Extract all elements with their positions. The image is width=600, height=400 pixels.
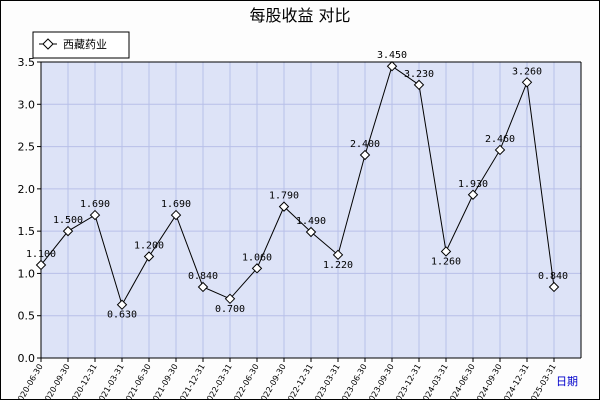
data-label: 2.460 — [485, 134, 515, 145]
x-tick-label: 2024-03-31 — [419, 363, 450, 400]
x-tick-label: 2025-03-31 — [527, 363, 558, 400]
data-label: 2.400 — [350, 139, 380, 150]
legend-marker-icon — [42, 38, 54, 50]
x-tick-label: 2024-12-31 — [500, 363, 531, 400]
data-point-marker — [494, 144, 506, 156]
x-tick-label: 2021-09-30 — [149, 363, 180, 400]
data-label: 3.450 — [377, 50, 407, 61]
x-tick-label: 2020-09-30 — [41, 363, 72, 400]
data-point-marker — [359, 149, 371, 161]
data-point-marker — [386, 61, 398, 72]
x-tick-label: 2022-06-30 — [230, 363, 261, 400]
data-point-marker — [170, 209, 182, 221]
y-tick-label: 3.0 — [18, 98, 36, 111]
legend: 西藏药业 — [32, 31, 130, 59]
x-axis-label: 日期 — [556, 375, 578, 388]
data-label: 3.230 — [404, 69, 434, 80]
x-tick-label: 2023-06-30 — [338, 363, 369, 400]
data-point-marker — [143, 251, 155, 262]
series-line — [40, 65, 555, 306]
data-label: 1.200 — [134, 241, 164, 252]
data-point-marker — [251, 263, 263, 274]
data-label: 1.930 — [458, 179, 488, 190]
data-label: 1.060 — [242, 252, 272, 263]
y-tick-label: 1.5 — [18, 225, 36, 238]
data-point-marker — [332, 249, 344, 261]
data-point-marker — [116, 299, 128, 310]
data-label: 1.260 — [431, 256, 461, 267]
data-labels: 1.100 1.500 1.690 0.630 1.200 1.690 0.840 0.700… — [26, 50, 568, 320]
y-tick-label: 2.5 — [18, 141, 36, 154]
data-label: 0.840 — [188, 271, 218, 282]
data-point-marker — [224, 293, 236, 305]
data-label: 0.840 — [538, 271, 568, 282]
y-tick-label: 3.5 — [18, 56, 36, 69]
data-point-marker — [35, 259, 47, 271]
series-layer — [35, 61, 560, 310]
x-tick-label: 2022-09-30 — [257, 363, 288, 400]
data-label: 1.490 — [296, 216, 326, 227]
x-tick-label: 2023-12-31 — [392, 363, 423, 400]
chart-title: 每股收益 对比 — [249, 6, 350, 25]
data-point-marker — [440, 246, 452, 257]
x-tick-label: 2024-09-30 — [473, 363, 504, 400]
y-tick-label: 0.5 — [18, 310, 36, 323]
x-tick-label: 2020-12-31 — [68, 363, 99, 400]
data-point-marker — [305, 226, 317, 238]
grid-lines — [41, 61, 581, 358]
data-label: 3.260 — [512, 66, 542, 77]
y-tick-label: 0.0 — [18, 352, 36, 365]
data-point-marker — [89, 209, 101, 221]
x-tick-label: 2021-12-31 — [176, 363, 207, 400]
data-point-marker — [62, 225, 74, 237]
data-point-marker — [197, 281, 209, 293]
data-label: 1.790 — [269, 191, 299, 202]
data-point-marker — [548, 281, 560, 293]
data-label: 1.500 — [53, 215, 83, 226]
y-axis-ticks: 0.0 0.5 1.0 1.5 2.0 2.5 3.0 3.5 — [18, 56, 41, 365]
data-label: 1.690 — [80, 199, 110, 210]
data-label: 0.700 — [215, 304, 245, 315]
x-tick-label: 2022-12-31 — [284, 363, 315, 400]
x-tick-label: 2021-06-30 — [122, 363, 153, 400]
data-point-marker — [413, 79, 425, 91]
y-tick-label: 1.0 — [18, 267, 36, 280]
x-tick-label: 2021-03-31 — [95, 363, 126, 400]
x-tick-label: 2020-06-30 — [14, 363, 45, 400]
data-label: 1.690 — [161, 199, 191, 210]
x-tick-label: 2022-03-31 — [203, 363, 234, 400]
x-tick-label: 2024-06-30 — [446, 363, 477, 400]
data-point-marker — [278, 201, 290, 212]
data-point-marker — [467, 189, 479, 200]
data-label: 0.630 — [107, 310, 137, 321]
data-label: 1.100 — [26, 249, 56, 260]
data-label: 1.220 — [323, 260, 353, 271]
x-axis-ticks: 2020-06-302020-09-302020-12-312021-03-31… — [14, 358, 558, 399]
legend-entry-label: 西藏药业 — [63, 38, 107, 51]
data-point-marker — [521, 77, 533, 88]
x-tick-label: 2023-09-30 — [365, 363, 396, 400]
x-tick-label: 2023-03-31 — [311, 363, 342, 400]
y-tick-label: 2.0 — [18, 183, 36, 196]
